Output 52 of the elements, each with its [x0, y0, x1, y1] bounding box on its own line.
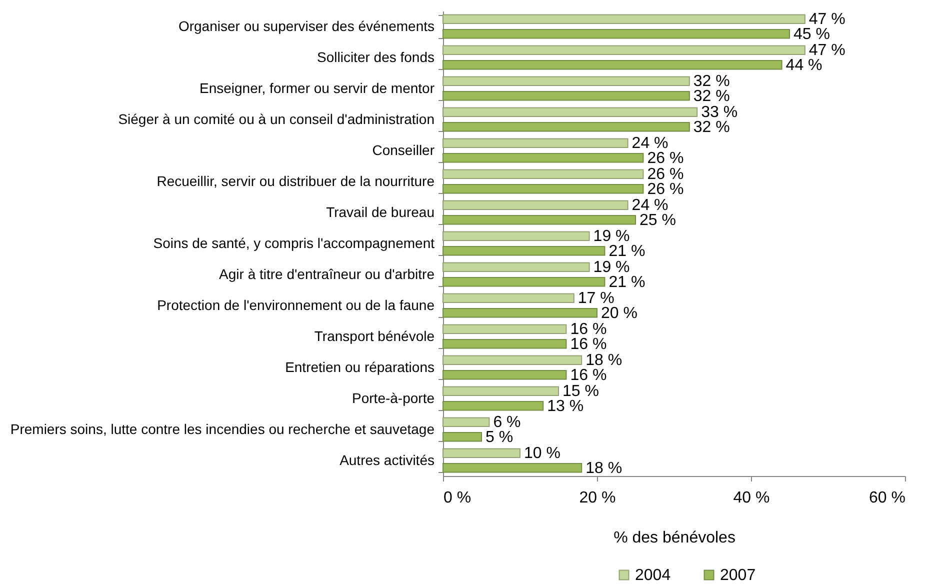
- data-label: 32 %: [693, 73, 730, 90]
- x-tick-label: 20 %: [579, 490, 616, 506]
- y-tick-label: Solliciter des fonds: [316, 49, 434, 65]
- y-tick-label: Siéger à un comité ou à un conseil d'administration: [118, 111, 434, 127]
- data-label: 47 %: [808, 42, 846, 60]
- y-tick-label: Autres activités: [340, 452, 434, 468]
- x-axis-title: % des bénévoles: [614, 530, 736, 546]
- y-tick-label: Transport bénévole: [314, 328, 435, 344]
- data-label: 21 %: [608, 274, 646, 291]
- data-label: 13 %: [547, 398, 584, 415]
- data-label: 5 %: [486, 428, 514, 446]
- y-tick-label: Conseiller: [372, 142, 435, 158]
- legend-label: 2007: [720, 567, 756, 584]
- x-tick-label: 60 %: [869, 490, 906, 506]
- data-label: 26 %: [647, 180, 684, 198]
- data-label: 25 %: [640, 212, 676, 229]
- data-label: 16 %: [570, 366, 607, 384]
- y-tick-label: Organiser ou superviser des événements: [178, 18, 434, 34]
- data-label: 32 %: [693, 118, 730, 136]
- y-tick-label: Recueillir, servir ou distribuer de la nourriture: [156, 173, 435, 189]
- y-tick-label: Premiers soins, lutte contre les incendies ou recherche et sauvetage: [10, 421, 435, 437]
- y-tick-label: Agir à titre d'entraîneur ou d'arbitre: [219, 266, 435, 282]
- data-label: 19 %: [593, 228, 630, 246]
- y-tick-label: Travail de bureau: [326, 204, 434, 220]
- data-label: 45 %: [794, 26, 830, 43]
- x-tick-label: 0 %: [444, 490, 472, 506]
- data-label: 33 %: [701, 104, 738, 122]
- data-label: 16 %: [570, 336, 607, 353]
- data-label: 26 %: [647, 166, 684, 184]
- y-tick-label: Enseigner, former ou servir de mentor: [200, 80, 435, 96]
- data-label: 21 %: [608, 242, 646, 260]
- data-label: 18 %: [586, 352, 622, 370]
- data-label: 47 %: [808, 11, 846, 28]
- data-label: 19 %: [593, 259, 630, 276]
- y-tick-label: Entretien ou réparations: [285, 359, 434, 375]
- data-label: 6 %: [493, 414, 521, 432]
- data-label: 32 %: [693, 88, 730, 105]
- data-label: 16 %: [570, 321, 607, 338]
- data-label: 17 %: [578, 290, 614, 308]
- y-tick-label: Porte-à-porte: [352, 390, 435, 406]
- data-label: 18 %: [586, 460, 622, 477]
- data-label: 10 %: [524, 445, 560, 462]
- legend-label: 2004: [635, 567, 671, 584]
- y-tick-label: Soins de santé, y compris l'accompagnement: [153, 235, 435, 251]
- x-tick-label: 40 %: [733, 490, 770, 506]
- y-tick-label: Protection de l'environnement ou de la faune: [157, 297, 435, 313]
- data-label: 44 %: [786, 56, 822, 74]
- data-label: 26 %: [647, 150, 684, 167]
- data-label: 24 %: [632, 197, 668, 214]
- data-label: 15 %: [562, 383, 599, 400]
- data-label: 24 %: [632, 135, 668, 152]
- data-label: 20 %: [601, 304, 638, 322]
